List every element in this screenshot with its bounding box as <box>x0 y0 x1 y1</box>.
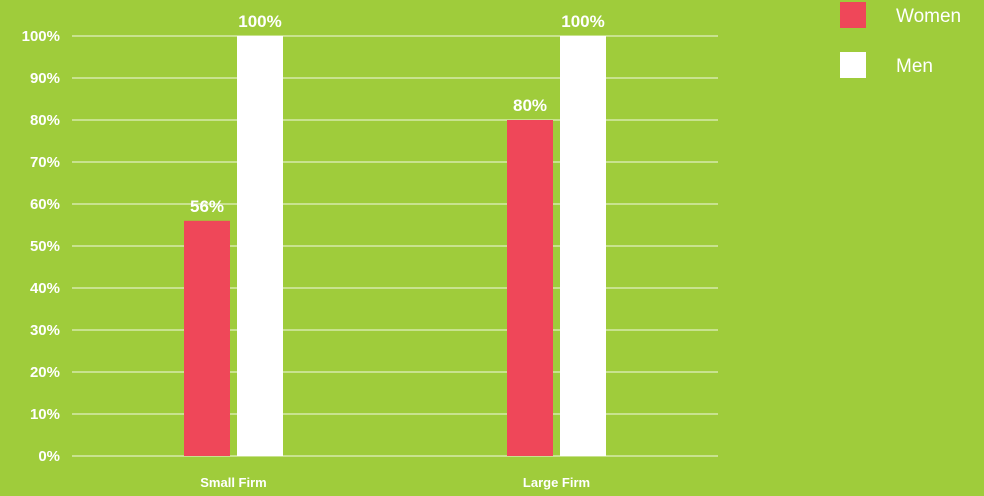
y-tick-label: 70% <box>30 154 60 171</box>
y-tick-label: 40% <box>30 280 60 297</box>
data-label: 56% <box>190 197 224 216</box>
bar-men <box>237 36 283 456</box>
y-tick-label: 0% <box>38 448 60 465</box>
x-tick-label: Small Firm <box>200 475 266 490</box>
y-tick-label: 20% <box>30 364 60 381</box>
bar-women <box>184 220 230 456</box>
legend-swatch-men <box>840 52 866 78</box>
bars <box>184 36 606 456</box>
bar-women <box>507 120 553 456</box>
legend-label-women: Women <box>896 6 961 27</box>
legend-label-men: Men <box>896 56 933 77</box>
x-axis-ticks: Small Firm Large Firm <box>200 475 590 490</box>
y-tick-label: 80% <box>30 112 60 129</box>
y-tick-label: 90% <box>30 70 60 87</box>
legend-swatch-women <box>840 2 866 28</box>
y-tick-label: 30% <box>30 322 60 339</box>
grid-lines <box>72 35 718 457</box>
data-label: 80% <box>513 96 547 115</box>
y-tick-label: 10% <box>30 406 60 423</box>
y-tick-label: 60% <box>30 196 60 213</box>
data-label: 100% <box>561 12 604 31</box>
y-tick-label: 50% <box>30 238 60 255</box>
y-axis-ticks: 0% 10% 20% 30% 40% 50% 60% 70% 80% 90% 100% <box>22 28 60 465</box>
bar-men <box>560 36 606 456</box>
x-tick-label: Large Firm <box>523 475 590 490</box>
legend: Women Men <box>840 2 961 78</box>
data-label: 100% <box>238 12 281 31</box>
y-tick-label: 100% <box>22 28 60 45</box>
data-labels: 56% 100% 80% 100% <box>190 12 605 216</box>
